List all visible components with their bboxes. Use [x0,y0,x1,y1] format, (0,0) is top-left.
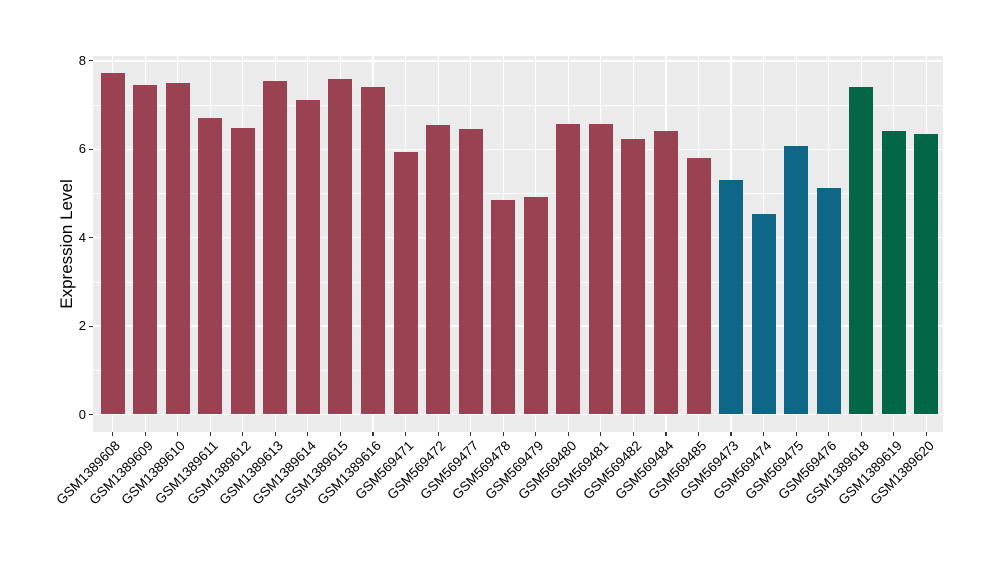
y-tick-label: 0 [78,406,86,422]
x-axis-tick [925,432,927,436]
y-axis-tick [89,60,93,62]
x-axis-tick [600,432,602,436]
x-axis-tick [307,432,309,436]
bar-GSM569480 [556,124,581,415]
gridline-minor [93,193,943,194]
x-axis-tick [242,432,244,436]
y-axis-tick [89,237,93,239]
x-axis-tick [177,432,179,436]
x-axis-tick [470,432,472,436]
x-axis-tick [795,432,797,436]
bar-GSM1389618 [849,87,874,415]
bar-GSM1389615 [328,79,353,415]
bar-GSM1389616 [361,87,385,415]
bar-GSM1389612 [230,128,255,415]
x-axis-tick [372,432,374,436]
x-axis-tick [404,432,407,436]
x-axis-tick [860,432,862,436]
bar-GSM1389614 [295,99,320,415]
x-axis-tick [112,432,114,436]
bar-GSM569471 [393,152,418,415]
x-axis-tick [665,432,667,436]
bar-GSM569484 [653,130,678,415]
bar-GSM1389613 [263,80,288,415]
y-tick-label: 8 [78,52,86,68]
x-axis-tick [632,432,634,436]
gridline-minor [93,104,943,106]
bar-GSM569474 [751,214,776,415]
bar-GSM569472 [426,124,451,415]
bar-GSM569477 [458,128,483,415]
bar-GSM1389611 [198,117,223,415]
bar-GSM1389610 [165,82,190,415]
x-axis-tick [893,432,895,436]
bar-GSM1389619 [881,131,906,415]
gridline-major [93,148,943,151]
gridline-minor [93,369,943,371]
x-axis-tick [437,432,439,436]
bar-GSM569481 [588,123,613,415]
gridline-minor [93,281,943,283]
x-axis-tick [730,432,732,436]
bar-GSM569482 [621,139,646,415]
gridline-major [93,236,943,239]
y-tick-label: 6 [78,141,86,157]
y-tick-label: 2 [78,318,86,334]
x-axis-tick [274,432,276,436]
x-axis-tick [763,432,765,436]
bar-GSM569479 [523,196,548,415]
gridline-major [93,60,943,62]
bar-GSM569485 [686,157,711,415]
bar-GSM1389620 [914,133,939,415]
y-axis-tick [89,148,93,150]
y-tick-label: 4 [78,229,86,245]
x-axis-tick [697,432,700,436]
x-axis-tick [567,432,569,436]
gridline-major [93,413,943,416]
bar-GSM569475 [784,146,809,415]
bar-GSM569478 [491,200,516,415]
y-axis-tick [89,325,93,327]
gridline-major [93,325,943,327]
x-axis-tick [828,432,830,436]
x-axis-tick [502,432,504,436]
x-axis-tick [339,432,342,436]
x-axis-tick [144,432,146,436]
bar-GSM1389609 [133,85,158,415]
x-axis-tick [535,432,537,436]
plot-panel [93,56,943,432]
bar-GSM1389608 [100,73,125,415]
y-axis-tick [89,413,93,416]
x-axis-tick [209,432,211,436]
bar-GSM569476 [816,188,841,415]
bar-GSM569473 [719,179,744,415]
